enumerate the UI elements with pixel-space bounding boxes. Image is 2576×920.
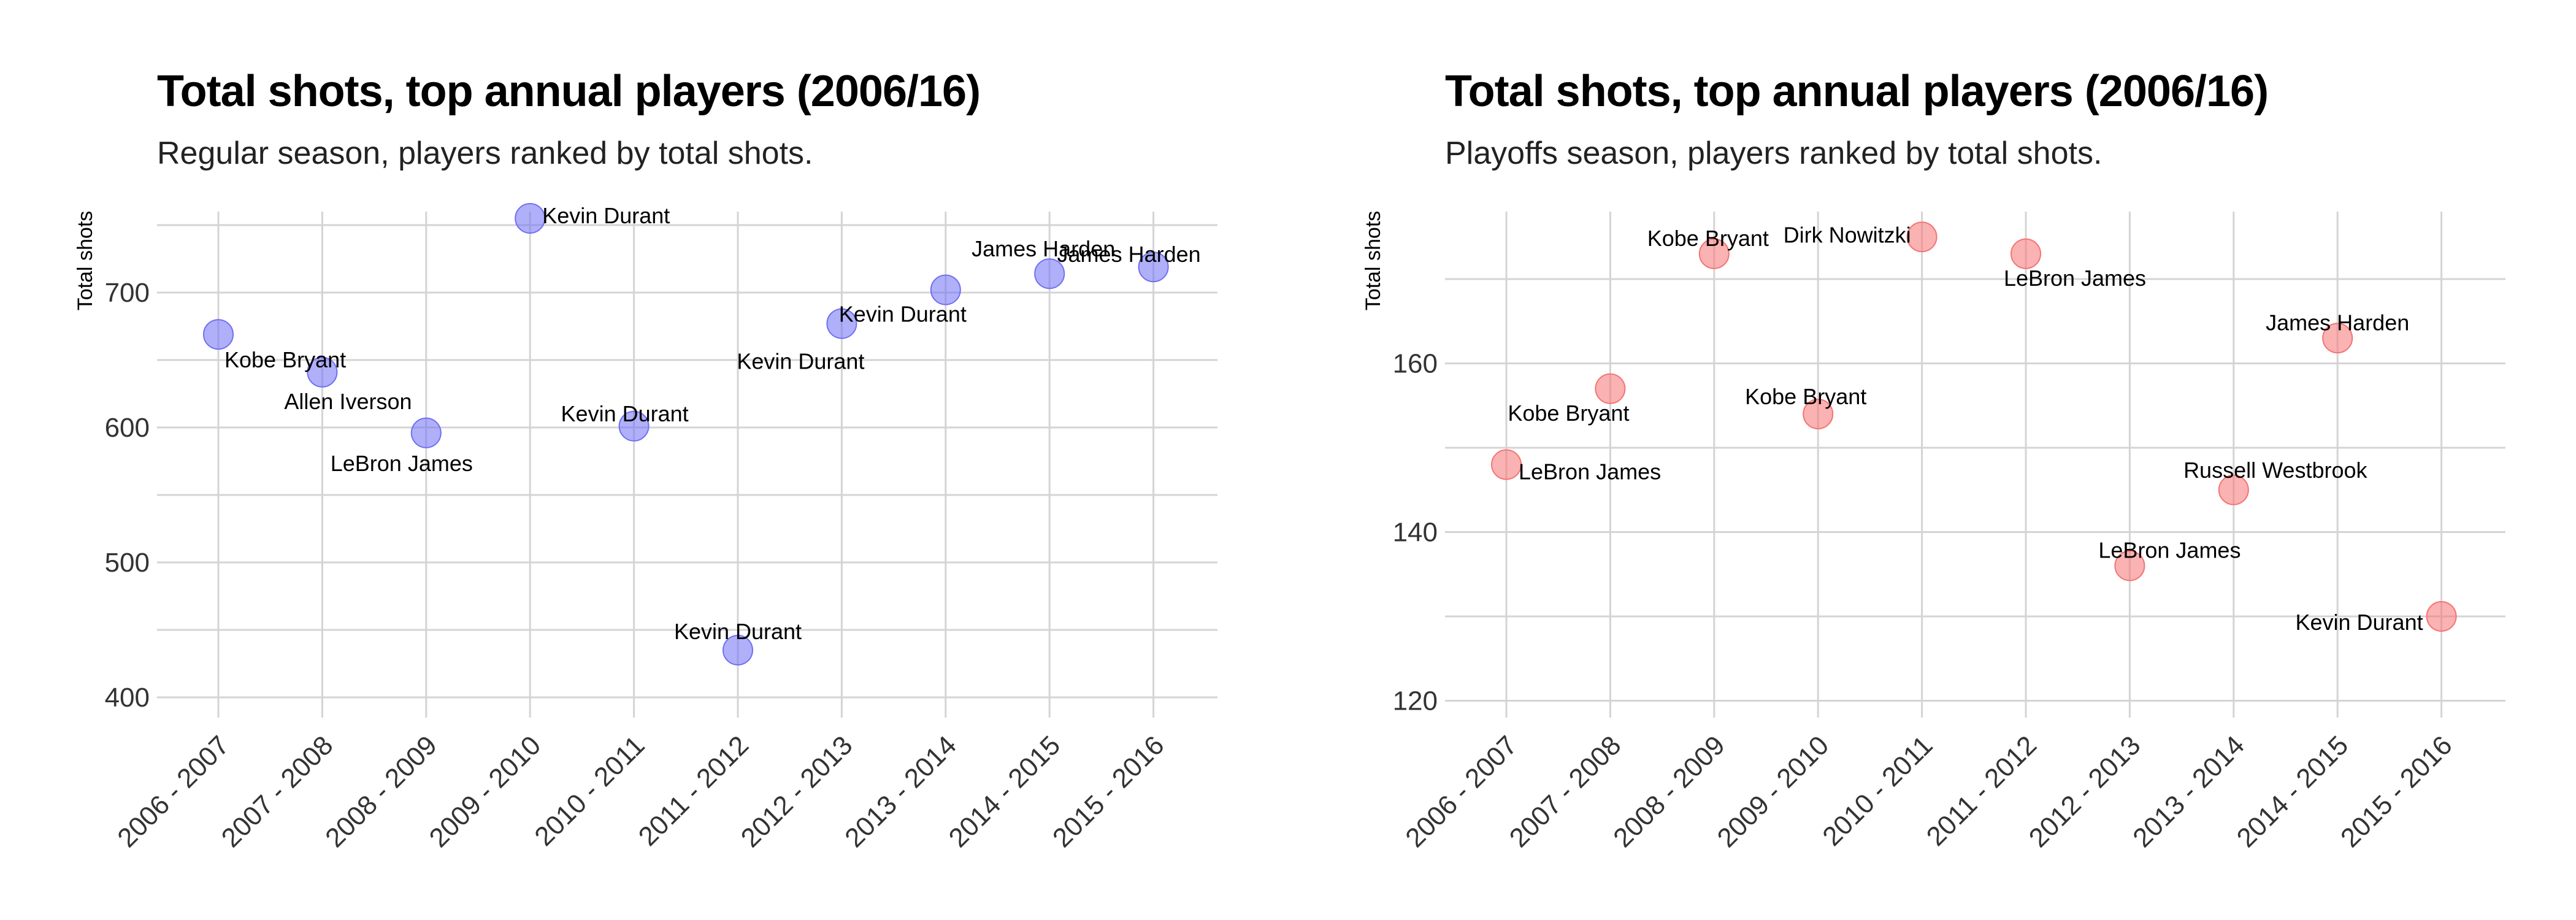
data-label: Kobe Bryant [1745, 384, 1866, 409]
data-label: Kevin Durant [839, 302, 967, 327]
data-points [1491, 221, 2457, 632]
minor-gridlines [1445, 278, 2505, 618]
data-point [515, 203, 546, 234]
data-label: LeBron James [2098, 538, 2241, 563]
data-label: Kobe Bryant [1647, 226, 1769, 251]
data-point [1803, 399, 1834, 429]
data-labels: LeBron James Kobe Bryant Kobe Bryant Kobe B… [1508, 222, 2423, 635]
data-point [1698, 238, 1730, 269]
data-point [410, 417, 442, 448]
y-axis-title: Total shots [1362, 211, 1385, 311]
data-label: Kevin Durant [737, 349, 864, 374]
data-point [203, 319, 234, 350]
x-tick-label: 2012 - 2013 [2023, 730, 2147, 853]
data-labels: Kobe Bryant Allen Iverson LeBron James Kevi… [224, 203, 1201, 644]
data-label: Russell Westbrook [2183, 458, 2367, 483]
data-point [1491, 449, 1522, 480]
data-point [930, 274, 961, 305]
data-label: LeBron James [2004, 266, 2146, 291]
chart-title: Total shots, top annual players (2006/16… [1445, 67, 2269, 116]
x-tick-label: 2013 - 2014 [839, 730, 962, 853]
data-label: LeBron James [1519, 459, 1661, 485]
x-tick-label: 2009 - 2010 [1712, 730, 1835, 853]
x-tick-label: 2008 - 2009 [1608, 730, 1731, 853]
data-point [1138, 251, 1169, 283]
data-point [1906, 221, 1938, 253]
data-point [2011, 238, 2041, 269]
x-tick-label: 2007 - 2008 [216, 730, 339, 853]
data-point [1595, 373, 1626, 404]
x-tick-label: 2010 - 2011 [529, 730, 650, 851]
y-tick-label: 700 [105, 278, 150, 308]
data-label: James Harden [2266, 310, 2409, 335]
x-tick-label: 2008 - 2009 [320, 730, 443, 853]
data-point [2114, 550, 2145, 581]
y-tick-label: 600 [105, 413, 150, 443]
data-point [723, 635, 753, 665]
x-tick-label: 2014 - 2015 [2231, 730, 2355, 853]
y-axis-title: Total shots [74, 211, 97, 311]
data-point [2322, 323, 2353, 354]
data-label: Kevin Durant [542, 203, 670, 228]
data-point [826, 308, 857, 339]
playoffs-season-chart-panel: Total shots, top annual players (2006/16… [1288, 0, 2576, 920]
x-tick-label: 2006 - 2007 [112, 730, 235, 853]
chart-subtitle: Regular season, players ranked by total … [157, 136, 813, 171]
y-tick-label: 160 [1393, 349, 1438, 379]
y-tick-label: 120 [1393, 686, 1438, 716]
x-tick-label: 2015 - 2016 [2335, 730, 2458, 853]
y-tick-label: 140 [1393, 518, 1438, 548]
x-tick-label: 2012 - 2013 [735, 730, 859, 853]
x-tick-label: 2010 - 2011 [1817, 730, 1938, 851]
major-gridlines [157, 212, 1217, 718]
data-label: Dirk Nowitzki [1784, 222, 1911, 247]
data-label: Allen Iverson [284, 389, 412, 414]
data-label: Kevin Durant [2295, 610, 2423, 635]
x-tick-label: 2013 - 2014 [2127, 730, 2250, 853]
data-label: Kobe Bryant [1508, 401, 1629, 426]
data-label: James Harden [1057, 242, 1201, 267]
x-tick-label: 2009 - 2010 [424, 730, 547, 853]
data-label: James Harden [972, 236, 1115, 261]
data-points [203, 203, 1169, 665]
regular-season-chart-panel: Total shots, top annual players (2006/16… [74, 67, 1217, 853]
data-point [307, 356, 338, 388]
x-tick-label: 2006 - 2007 [1400, 730, 1523, 853]
data-point [2218, 474, 2249, 505]
x-tick-label: 2007 - 2008 [1504, 730, 1627, 853]
minor-gridlines [157, 224, 1217, 631]
data-label: Kobe Bryant [224, 347, 346, 372]
data-label: Kevin Durant [561, 401, 689, 426]
chart-title: Total shots, top annual players (2006/16… [157, 67, 981, 116]
chart-subtitle: Playoffs season, players ranked by total… [1445, 136, 2103, 171]
x-tick-label: 2014 - 2015 [943, 730, 1067, 853]
y-tick-label: 500 [105, 548, 150, 578]
data-label: LeBron James [331, 451, 473, 476]
y-tick-label: 400 [105, 683, 150, 713]
data-point [2426, 601, 2457, 632]
x-tick-label: 2015 - 2016 [1047, 730, 1170, 853]
data-point [1034, 258, 1065, 289]
data-label: Kevin Durant [674, 619, 802, 644]
data-point [618, 410, 650, 442]
